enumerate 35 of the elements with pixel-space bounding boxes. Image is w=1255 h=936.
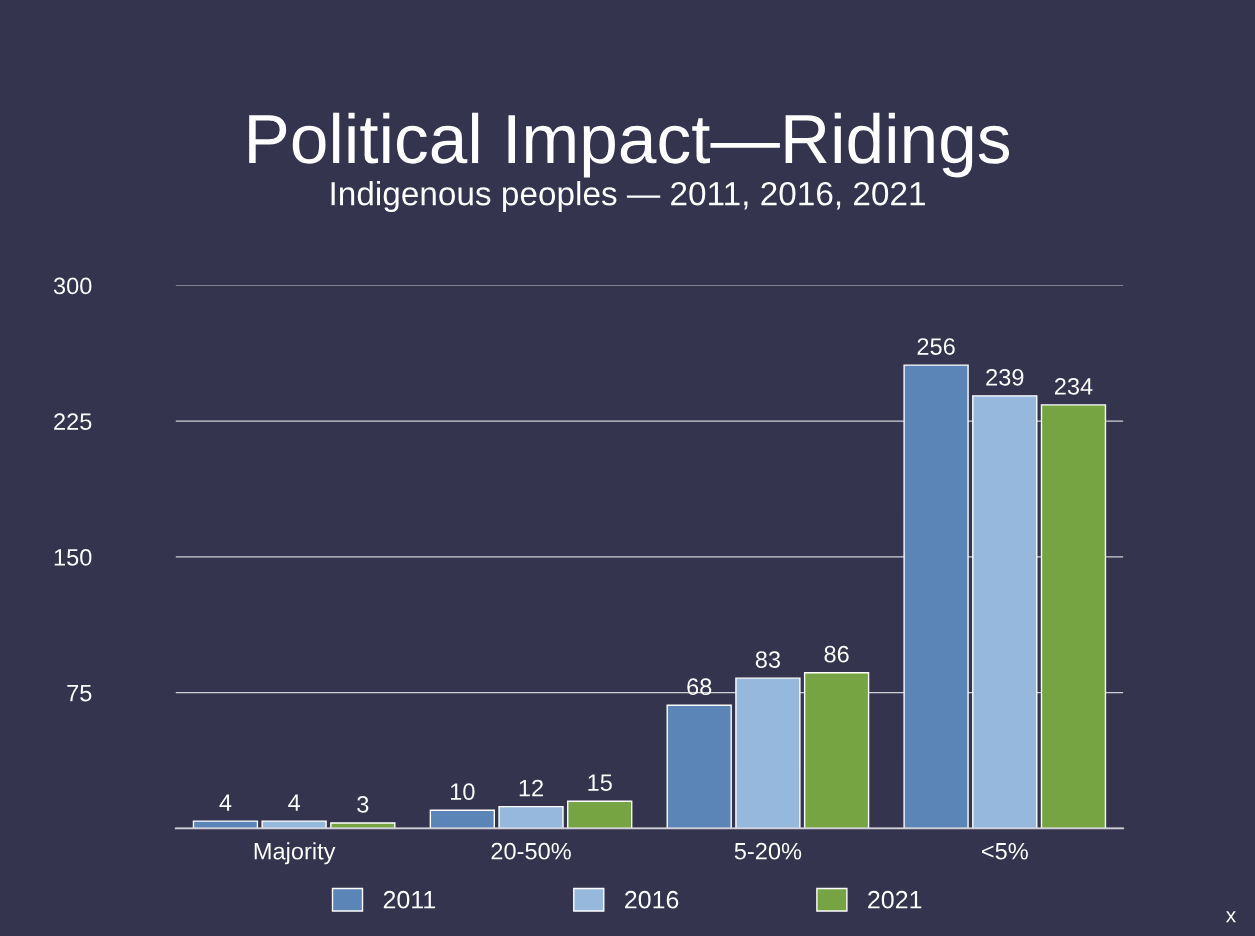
bar [1040,404,1107,829]
y-tick-label: 225 [54,413,92,430]
x-tick-label: <5% [981,842,1028,860]
legend-label: 2016 [625,890,679,909]
y-tick-label: 150 [54,548,92,566]
bar [735,677,801,829]
data-label: 83 [755,651,780,668]
data-label: 239 [986,368,1024,386]
bar [803,672,870,829]
chart-title: Political Impact—Ridings [249,112,1010,178]
data-label: 234 [1054,377,1093,395]
bar [429,809,496,829]
text: x [1225,911,1236,923]
data-label: 12 [519,779,543,797]
x-tick-label: 20-50% [491,842,571,860]
bar [498,805,564,829]
bar [567,800,633,829]
x-tick-label: 5-20% [734,842,802,860]
data-label: 4 [288,794,301,811]
data-label: 3 [357,795,369,813]
data-label: 4 [219,794,232,811]
bar [903,364,969,829]
data-label: 68 [687,678,712,696]
bar [666,704,732,829]
data-label: 15 [588,774,612,791]
legend-label: 2021 [868,890,922,909]
bar [972,395,1038,829]
y-tick-label: 75 [67,684,92,702]
legend-label: 2011 [383,890,436,909]
chart-subtitle: Indigenous peoples — 2011, 2016, 2021 [331,181,925,213]
data-label: 10 [451,783,475,801]
y-tick-label: 300 [53,277,92,295]
x-tick-label: Majority [254,842,336,865]
data-label: 86 [824,645,849,663]
data-label: 256 [917,338,955,355]
